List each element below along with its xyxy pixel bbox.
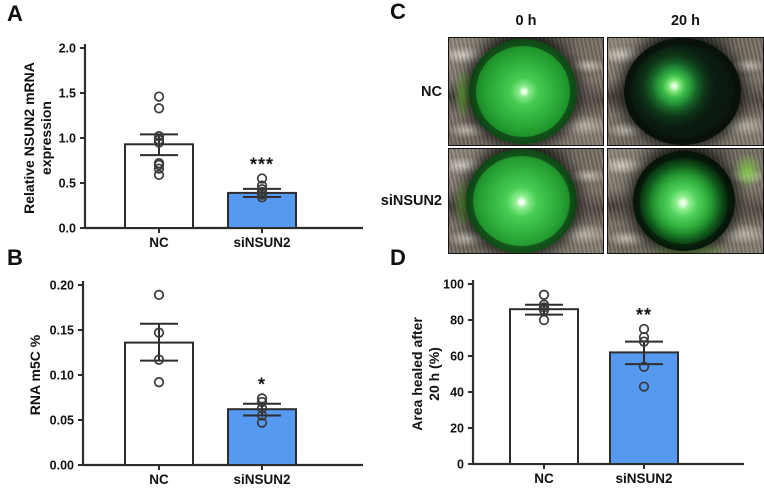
bar-group-sinsun2: siNSUN2 * [227, 374, 297, 487]
panel-a-bar-chart: 0.0 0.5 1.0 1.5 2.0 Relative NSUN2 mRNAexpres… [21, 42, 363, 250]
y-tick-label: 0 [457, 458, 464, 472]
data-point [638, 331, 650, 343]
data-point [153, 159, 165, 171]
eye-photo-nc-0h [448, 37, 604, 146]
bar [609, 351, 679, 465]
x-category-label: NC [149, 472, 169, 487]
y-tick-label: 0.0 [59, 222, 76, 236]
y-tick-label: 0.20 [50, 279, 74, 293]
y-tick-label: 0.05 [50, 414, 74, 428]
data-point [256, 403, 268, 414]
y-tick-label: 1.5 [59, 87, 76, 101]
data-point [538, 314, 550, 326]
panel-c-row-label-nc: NC [421, 83, 442, 100]
panel-b-bar-chart: 0.00 0.05 0.10 0.15 0.20 RNA m5C % NC siNSUN2 * [27, 279, 363, 487]
y-tick-label: 20 [450, 422, 464, 436]
y-tick-label: 0.5 [59, 177, 76, 191]
cornea-fully-stained [469, 39, 577, 144]
data-point [256, 396, 268, 408]
data-point [256, 192, 268, 203]
bar-group-sinsun2: siNSUN2 *** [227, 155, 297, 250]
data-point [153, 169, 165, 181]
cornea-partially-stained [632, 151, 736, 251]
data-point [153, 91, 165, 102]
y-tick-label: 2.0 [59, 42, 76, 56]
x-category-label: siNSUN2 [233, 472, 290, 487]
data-point [153, 131, 165, 142]
fluorescein-stain-blob [453, 67, 474, 120]
fluorescein-stain-blob [732, 153, 763, 189]
panel-d-bar-chart: 0 20 40 60 80 100 Area healed after20 h (%) NC s… [409, 278, 744, 486]
cornea-small-central-stain [623, 38, 742, 145]
y-tick-label: 40 [450, 386, 464, 400]
x-category-label: NC [534, 471, 554, 486]
y-tick-label: 60 [450, 350, 464, 364]
bar [124, 143, 194, 229]
data-point [538, 304, 550, 316]
data-point [638, 381, 650, 392]
bar-group-nc: NC [124, 289, 194, 487]
significance-label: * [258, 374, 266, 394]
significance-label: ** [636, 305, 652, 325]
panel-c-row-label-sinsun2: siNSUN2 [380, 193, 442, 209]
panel-d-letter: D [390, 245, 406, 270]
y-tick-label: 100 [443, 278, 464, 292]
panel-c-letter: C [390, 0, 406, 24]
eye-photo-nc-20h [607, 37, 764, 146]
data-point [256, 410, 268, 421]
data-point [153, 163, 165, 174]
data-point [256, 417, 268, 428]
panel-a-letter: A [7, 1, 23, 26]
y-tick-label: 0.00 [50, 459, 74, 473]
significance-label: *** [250, 155, 274, 175]
y-tick-label: 1.0 [59, 132, 76, 146]
x-category-label: siNSUN2 [615, 471, 672, 486]
bar-group-nc: NC [124, 91, 194, 250]
data-point [153, 137, 165, 148]
data-point [153, 327, 165, 338]
x-category-label: NC [149, 235, 169, 250]
bar-group-nc: NC [509, 289, 579, 486]
data-point [538, 289, 550, 300]
y-tick-label: 0.10 [50, 369, 74, 383]
bar [509, 308, 579, 465]
data-point [256, 173, 268, 184]
eye-photo-sinsun2-0h [448, 148, 604, 254]
panel-c-col-header-0h: 0 h [515, 13, 537, 29]
y-axis-label: Area healed after20 h (%) [409, 317, 442, 431]
bar [124, 341, 194, 466]
data-point [256, 393, 268, 404]
panel-c-col-header-20h: 20 h [670, 13, 700, 29]
cornea-fully-stained [465, 149, 577, 253]
eye-photo-sinsun2-20h [607, 148, 764, 254]
panel-b-letter: B [7, 245, 23, 270]
y-tick-label: 80 [450, 314, 464, 328]
y-tick-label: 0.15 [50, 324, 74, 338]
data-point [638, 336, 650, 347]
data-point [153, 354, 165, 365]
data-point [153, 289, 165, 301]
y-axis-label: RNA m5C % [27, 334, 43, 415]
bar-group-sinsun2: siNSUN2 ** [609, 305, 679, 486]
data-point [638, 361, 650, 372]
x-category-label: siNSUN2 [233, 235, 290, 250]
y-axis-label: Relative NSUN2 mRNAexpression [21, 62, 54, 214]
data-point [153, 103, 165, 114]
data-point [153, 377, 165, 388]
